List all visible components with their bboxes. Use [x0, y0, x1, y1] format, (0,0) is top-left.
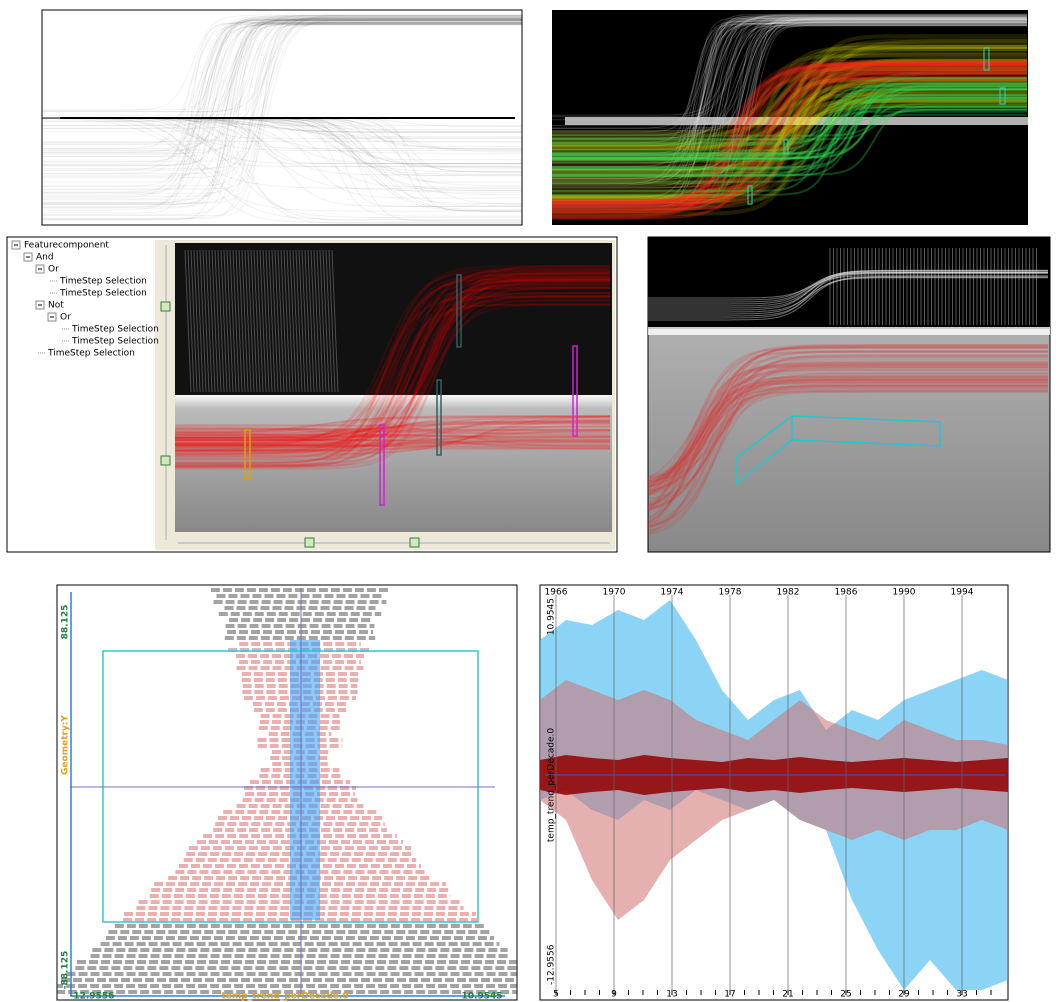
- tree-label: Or: [48, 265, 59, 275]
- bottom-label: 17: [724, 990, 735, 1000]
- top-label: 1982: [777, 588, 800, 598]
- tree-label: Or: [60, 313, 71, 323]
- bottom-label: 21: [782, 990, 793, 1000]
- axis-label: -12.9556: [547, 944, 557, 985]
- center-strip: [290, 640, 320, 920]
- slider-handle: [305, 538, 314, 547]
- tree-label: And: [36, 253, 54, 263]
- slider-handle: [410, 538, 419, 547]
- tree-label: TimeStep Selection: [47, 349, 135, 359]
- top-label: 1974: [661, 588, 684, 598]
- tree-label: TimeStep Selection: [59, 289, 147, 299]
- axis-label: Geometry:Y: [61, 715, 71, 775]
- tree-label: Featurecomponent: [24, 241, 109, 251]
- bottom-label: 9: [611, 990, 617, 1000]
- tree-label: Not: [48, 301, 64, 311]
- axis-label: temp_trend_perDecade.0: [221, 992, 348, 1002]
- tree-label: TimeStep Selection: [71, 325, 159, 335]
- slider-handle: [161, 456, 170, 465]
- bottom-label: 33: [956, 990, 967, 1000]
- axis-label: 88.125: [61, 605, 71, 640]
- page: FeaturecomponentAndOrTimeStep SelectionT…: [0, 0, 1060, 1002]
- tree-label: TimeStep Selection: [71, 337, 159, 347]
- band: [648, 327, 1050, 335]
- axis-label: -12.9556: [70, 992, 115, 1002]
- bottom-label: 25: [840, 990, 851, 1000]
- top-label: 1978: [719, 588, 742, 598]
- figure: FeaturecomponentAndOrTimeStep SelectionT…: [0, 0, 1060, 1002]
- axis-label: 10.9545: [547, 598, 557, 635]
- axis-label: temp_trend_perDecade.0: [547, 728, 557, 843]
- axis-label: 10.9545: [462, 992, 503, 1002]
- top-label: 1990: [893, 588, 916, 598]
- tree-label: TimeStep Selection: [59, 277, 147, 287]
- panel-d-top: [648, 237, 1050, 329]
- top-label: 1986: [835, 588, 858, 598]
- bottom-label: 5: [553, 990, 559, 1000]
- top-label: 1994: [951, 588, 974, 598]
- axis-label: -88.125: [61, 951, 71, 989]
- top-label: 1970: [603, 588, 626, 598]
- bottom-label: 29: [898, 990, 910, 1000]
- bottom-label: 13: [666, 990, 677, 1000]
- slider-handle: [161, 302, 170, 311]
- top-label: 1966: [545, 588, 568, 598]
